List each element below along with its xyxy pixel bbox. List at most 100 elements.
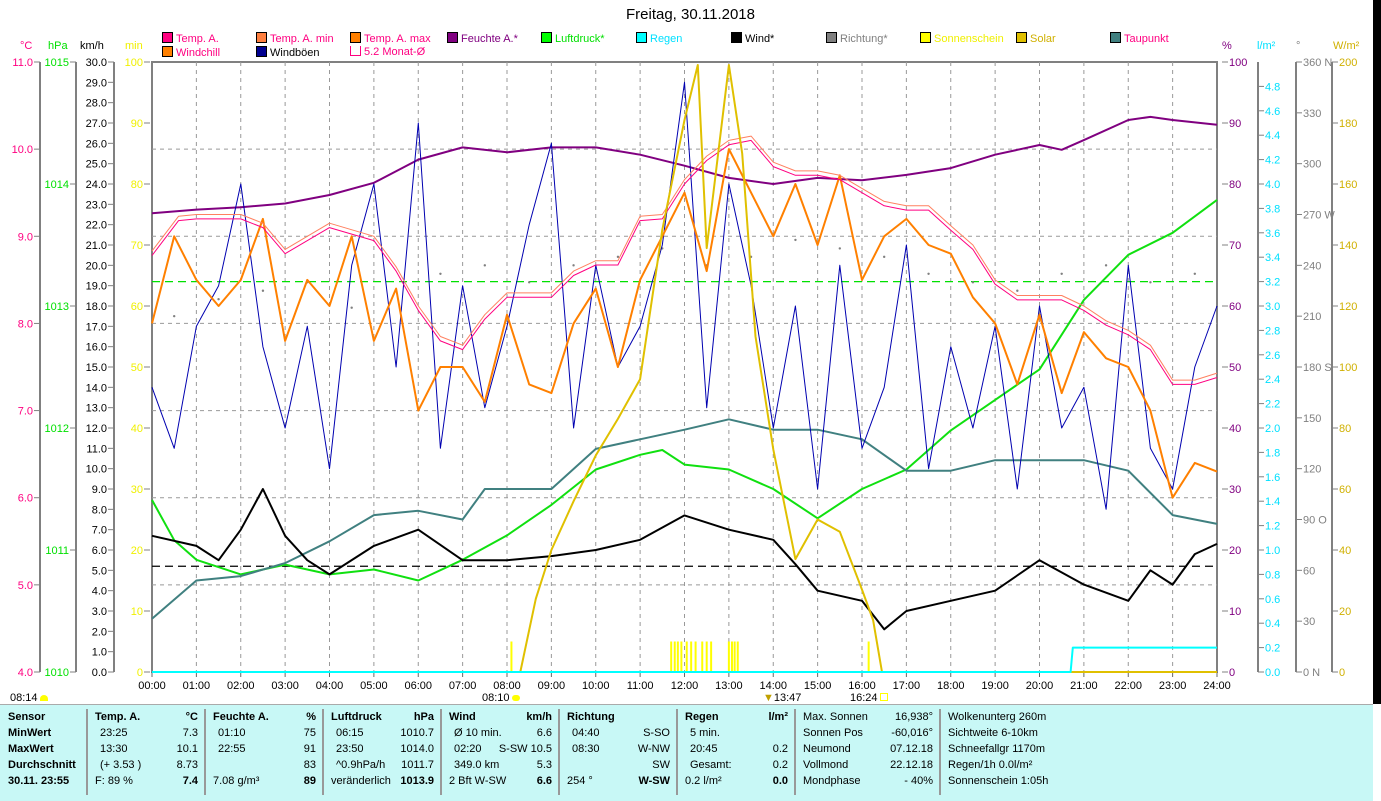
x-tick-label: 01:00 bbox=[183, 680, 211, 692]
x-tick-label: 20:00 bbox=[1026, 680, 1054, 692]
sunset-icon bbox=[879, 693, 888, 701]
panel-value: 10.1 bbox=[176, 743, 198, 755]
panel-row: 0.2 l/m² 0.0 bbox=[678, 773, 794, 789]
axis-label-speed: 22.0 bbox=[86, 220, 107, 232]
legend-item: Temp. A. bbox=[162, 32, 219, 45]
axis-label-min: 40 bbox=[131, 423, 143, 435]
x-tick-label: 14:00 bbox=[759, 680, 787, 692]
sunrise-icon bbox=[511, 695, 520, 701]
axis-label-speed: 23.0 bbox=[86, 199, 107, 211]
panel-value: 6.6 bbox=[536, 775, 552, 787]
panel-cell: Schneefallgr 1170m bbox=[948, 743, 1046, 755]
direction-dot bbox=[616, 255, 620, 259]
axis-label-hum: 20 bbox=[1229, 545, 1241, 557]
series-windchill bbox=[151, 148, 1218, 499]
panel-value: 1013.9 bbox=[400, 775, 434, 787]
time-mark-sunrise: 08:10 bbox=[482, 693, 520, 704]
panel-cell: 0.2 l/m² bbox=[685, 775, 722, 787]
panel-cell: Neumond bbox=[803, 743, 851, 755]
axis-label-rain: 3.2 bbox=[1265, 277, 1280, 289]
time-mark-left: 08:14 bbox=[10, 693, 48, 704]
panel-value: 07.12.18 bbox=[890, 743, 933, 755]
axis-label-solar: 60 bbox=[1339, 484, 1351, 496]
axis-label-rain: 1.2 bbox=[1265, 521, 1280, 533]
panel-value: 1011.7 bbox=[401, 759, 434, 771]
panel-row: 349.0 km 5.3 bbox=[442, 757, 558, 773]
panel-cell: Gesamt: bbox=[690, 759, 732, 771]
panel-value: 22.12.18 bbox=[890, 759, 933, 771]
panel-cell: Feuchte A. bbox=[213, 711, 269, 723]
panel-cell: 254 ° bbox=[567, 775, 593, 787]
panel-cell: Sonnenschein 1:05h bbox=[948, 775, 1049, 787]
panel-row: Mondphase - 40% bbox=[797, 773, 939, 789]
axis-label-solar: 180 bbox=[1339, 118, 1357, 130]
axis-label-speed: 1.0 bbox=[92, 647, 107, 659]
axis-label-deg: 30 bbox=[1303, 616, 1315, 628]
panel-cell: Wolkenunterg 260m bbox=[948, 711, 1047, 723]
axis-label-speed: 18.0 bbox=[86, 301, 107, 313]
x-tick-label: 13:00 bbox=[715, 680, 743, 692]
panel-astro: Max. Sonnen 16,938° Sonnen Pos -60,016° Neum… bbox=[797, 709, 941, 795]
x-tick-label: 00:00 bbox=[138, 680, 166, 692]
legend-label: Regen bbox=[650, 33, 683, 45]
x-tick-label: 18:00 bbox=[937, 680, 965, 692]
panel-row: Wind km/h bbox=[442, 709, 558, 725]
axis-label-press: 1010 bbox=[45, 667, 69, 679]
unit-press: hPa bbox=[48, 40, 68, 52]
panel-value: 0.0 bbox=[772, 775, 788, 787]
legend-swatch bbox=[541, 32, 552, 43]
axis-label-rain: 2.6 bbox=[1265, 350, 1280, 362]
series-solar bbox=[152, 64, 1217, 673]
panel-value: W-NW bbox=[637, 743, 670, 755]
axis-label-hum: 60 bbox=[1229, 301, 1241, 313]
axis-label-speed: 27.0 bbox=[86, 118, 107, 130]
panel-misc: Wolkenunterg 260m Sichtweite 6-10km Schnee… bbox=[942, 709, 1112, 795]
panel-row: 04:40 S-SO bbox=[560, 725, 676, 741]
legend-item: Temp. A. max bbox=[350, 32, 431, 45]
axis-label-press: 1015 bbox=[45, 57, 69, 69]
direction-dot bbox=[527, 281, 531, 284]
panel-row: 02:20 S-SW 10.5 bbox=[442, 741, 558, 757]
panel-row: Sichtweite 6-10km bbox=[942, 725, 1112, 741]
panel-cell: 04:40 bbox=[572, 727, 600, 739]
panel-value: 0.2 bbox=[772, 743, 788, 755]
panel-cell: 23:25 bbox=[100, 727, 128, 739]
x-tick-label: 23:00 bbox=[1159, 680, 1187, 692]
panel-row: Wolkenunterg 260m bbox=[942, 709, 1112, 725]
panel-row: Sensor bbox=[0, 709, 86, 725]
legend-swatch bbox=[447, 32, 458, 43]
axis-label-rain: 3.8 bbox=[1265, 203, 1280, 215]
series-temp-a- bbox=[151, 139, 1218, 385]
panel-cell: 30.11. 23:55 bbox=[8, 775, 70, 787]
axis-label-solar: 200 bbox=[1339, 57, 1357, 69]
panel-value: 89 bbox=[303, 775, 316, 787]
axis-label-speed: 26.0 bbox=[86, 138, 107, 150]
time-mark-mid: ▼13:47 bbox=[763, 693, 801, 704]
panel-value: S-SW 10.5 bbox=[498, 743, 552, 755]
series-temp-a-max bbox=[151, 135, 1218, 381]
panel-value: 5.3 bbox=[536, 759, 552, 771]
axis-label-hum: 100 bbox=[1229, 57, 1247, 69]
panel-cell: MinWert bbox=[8, 727, 52, 739]
panel-cell: 20:45 bbox=[690, 743, 718, 755]
axis-label-solar: 100 bbox=[1339, 362, 1357, 374]
panel-value: 0.2 bbox=[772, 759, 788, 771]
axis-label-solar: 120 bbox=[1339, 301, 1357, 313]
axis-label-speed: 10.0 bbox=[86, 464, 107, 476]
panel-row: 23:25 7.3 bbox=[88, 725, 204, 741]
panel-value: S-SO bbox=[643, 727, 670, 739]
panel-value: 1014.0 bbox=[400, 743, 434, 755]
panel-row: Max. Sonnen 16,938° bbox=[797, 709, 939, 725]
axis-label-temp: 4.0 bbox=[18, 667, 33, 679]
panel-row: Richtung bbox=[560, 709, 676, 725]
legend-label: Richtung* bbox=[840, 33, 888, 45]
series-luftdruck bbox=[151, 199, 1218, 582]
legend-label: Sonnenschein bbox=[934, 33, 1004, 45]
panel-value: °C bbox=[185, 711, 198, 723]
axis-label-press: 1012 bbox=[45, 423, 69, 435]
axis-label-deg: 150 bbox=[1303, 413, 1321, 425]
panel-value: 75 bbox=[303, 727, 316, 739]
panel-row: 30.11. 23:55 bbox=[0, 773, 86, 789]
mid-label: 13:47 bbox=[773, 692, 802, 704]
axis-label-rain: 2.8 bbox=[1265, 325, 1280, 337]
